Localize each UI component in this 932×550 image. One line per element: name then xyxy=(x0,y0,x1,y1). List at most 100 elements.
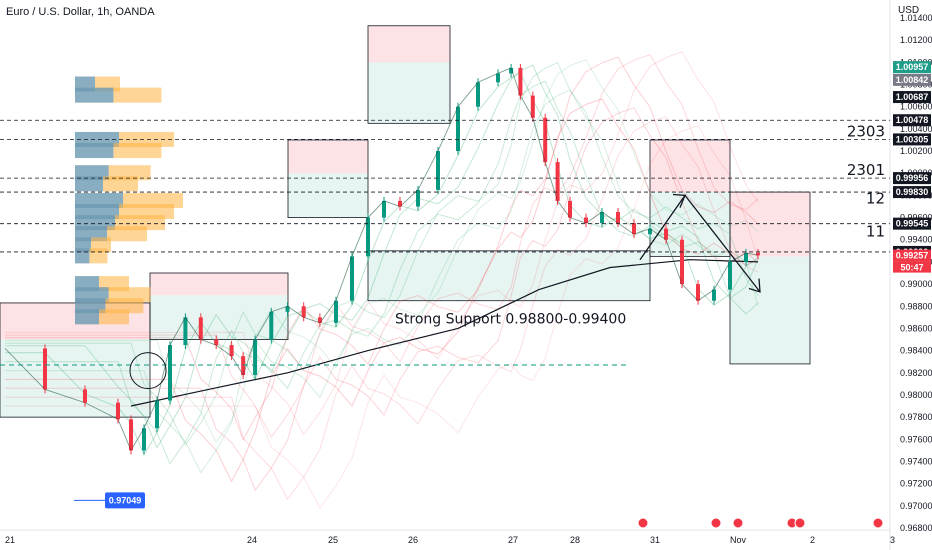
candle-body xyxy=(632,223,636,235)
candle-body xyxy=(436,151,440,190)
volume-profile-bar xyxy=(75,143,114,159)
event-flag-icon xyxy=(710,517,722,529)
level-label: 12 xyxy=(866,189,885,207)
price-tick-label: 0.97000 xyxy=(900,501,932,511)
arrow-head xyxy=(672,193,686,208)
candle-body xyxy=(509,67,514,74)
position-boxes xyxy=(0,25,811,418)
level-label: 2301 xyxy=(847,161,885,179)
price-tick-label: 1.01400 xyxy=(900,13,932,23)
price-tag-label: 0.99545 xyxy=(896,219,929,229)
price-tick-label: 0.99600 xyxy=(900,213,932,223)
level-label: 2303 xyxy=(847,122,885,140)
candle-body xyxy=(456,106,460,152)
volume-profile-bar xyxy=(75,309,99,325)
candle-body xyxy=(301,306,306,318)
stop-zone xyxy=(650,139,730,193)
event-flag-icon xyxy=(794,517,806,529)
candle-body xyxy=(648,228,652,235)
ma-ribbon-line xyxy=(5,124,759,509)
candle-body xyxy=(129,419,133,451)
price-tag xyxy=(893,133,931,146)
candle-body xyxy=(229,345,234,357)
chart-title: Euro / U.S. Dollar, 1h, OANDA xyxy=(6,6,155,18)
price-tick-label: 0.96800 xyxy=(900,523,932,533)
price-tick-label: 0.98800 xyxy=(900,301,932,311)
ma-ribbon-line xyxy=(5,80,759,465)
target-zone xyxy=(368,62,450,124)
candle-body xyxy=(496,73,500,83)
ma-ribbon-line xyxy=(5,56,759,441)
candle-body xyxy=(317,317,322,323)
price-tag-label: 0.99257 xyxy=(896,251,929,261)
candle-body xyxy=(83,389,87,403)
countdown-tag xyxy=(893,261,931,273)
stop-zone xyxy=(150,273,288,296)
price-tick-label: 1.01200 xyxy=(900,35,932,45)
target-zone xyxy=(368,250,650,301)
time-tick-label: 25 xyxy=(328,535,338,545)
price-tick-label: 0.98600 xyxy=(900,323,932,333)
event-flag-icon xyxy=(732,517,744,529)
price-tick-label: 1.00600 xyxy=(900,102,932,112)
price-tag xyxy=(893,186,931,199)
target-zone xyxy=(730,256,810,364)
price-tag-label: 0.99830 xyxy=(896,187,929,197)
candle-body xyxy=(728,261,732,290)
box-outline xyxy=(367,250,651,302)
price-tick-label: 0.97800 xyxy=(900,412,932,422)
ma-ribbon-line xyxy=(5,107,759,492)
time-tick-label: 27 xyxy=(508,535,518,545)
ma-ribbon-line xyxy=(5,59,759,444)
price-tag-label: 1.00305 xyxy=(896,134,929,144)
time-tick-label: 2 xyxy=(810,535,815,545)
price-tick-label: 0.99400 xyxy=(900,235,932,245)
countdown-label: 50:47 xyxy=(900,263,923,273)
candle-body xyxy=(756,253,760,256)
price-tag-label: 1.00957 xyxy=(896,62,929,72)
time-tick-label: 21 xyxy=(5,535,15,545)
price-path xyxy=(4,67,759,452)
price-tick-label: 0.98000 xyxy=(900,390,932,400)
ma-ribbon-line xyxy=(5,71,759,456)
candle-body xyxy=(350,256,354,301)
time-tick-label: 31 xyxy=(650,535,660,545)
box-outline xyxy=(367,25,451,124)
stop-zone xyxy=(730,192,810,257)
price-tag xyxy=(893,73,931,86)
candle-body xyxy=(285,306,290,312)
candle-body xyxy=(600,212,604,224)
candle-body xyxy=(568,200,572,218)
volume-profile-bar xyxy=(75,87,114,103)
target-zone xyxy=(0,339,150,418)
candle-body xyxy=(712,289,716,301)
candle-body xyxy=(616,212,620,224)
candle-body xyxy=(584,217,588,224)
candle-body xyxy=(366,217,370,257)
low-marker-label: 0.97049 xyxy=(109,495,142,505)
time-tick-label: 24 xyxy=(247,535,257,545)
ma-ribbon-line xyxy=(5,116,759,501)
candle-body xyxy=(680,239,684,285)
candle-body xyxy=(518,67,523,96)
candle-body xyxy=(555,162,560,201)
candle-body xyxy=(116,402,120,420)
long-moving-average xyxy=(130,259,759,407)
candle-body xyxy=(43,348,47,390)
ma-ribbon-line xyxy=(5,53,759,439)
low-marker-badge xyxy=(105,492,145,509)
price-tick-label: 1.00200 xyxy=(900,146,932,156)
candle-body xyxy=(198,317,203,340)
price-tick-label: 1.00400 xyxy=(900,124,932,134)
price-tag xyxy=(893,172,931,185)
candle-body xyxy=(253,339,258,375)
ma-ribbon-line xyxy=(5,51,759,436)
target-zone xyxy=(288,173,368,218)
time-tick-label: 28 xyxy=(570,535,580,545)
volume-profile-bar xyxy=(75,248,90,264)
candle-body xyxy=(334,300,338,323)
price-tick-label: 0.97400 xyxy=(900,456,932,466)
event-flag-icon xyxy=(872,517,884,529)
candle-body xyxy=(398,200,402,207)
